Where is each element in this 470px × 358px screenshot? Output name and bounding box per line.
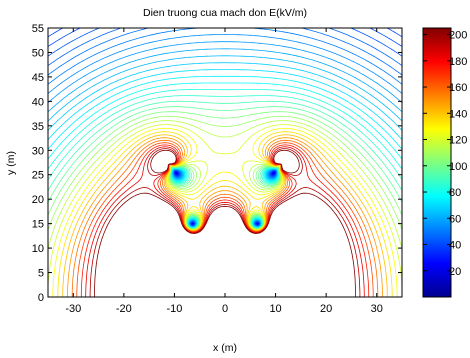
contour-lines xyxy=(48,28,402,297)
y-tick-label: 5 xyxy=(38,268,44,280)
colorbar-tick-label: 100 xyxy=(449,161,467,173)
x-axis-label: x (m) xyxy=(213,342,237,354)
x-tick-label: 10 xyxy=(269,303,281,315)
x-tick-label: -30 xyxy=(65,303,81,315)
contour-level xyxy=(94,149,356,297)
y-axis: 0 5 10 15 20 25 30 35 40 45 50 55 xyxy=(32,23,402,304)
y-axis-label: y (m) xyxy=(5,151,17,175)
colorbar-tick-label: 40 xyxy=(449,240,461,252)
plot-area xyxy=(48,28,402,297)
contour-level xyxy=(80,144,370,297)
chart-title: Dien truong cua mach don E(kV/m) xyxy=(143,7,307,19)
y-tick-label: 20 xyxy=(32,194,44,206)
colorbar-tick-label: 200 xyxy=(449,30,467,42)
x-axis: -30 -20 -10 0 10 20 30 xyxy=(65,28,383,315)
y-tick-label: 40 xyxy=(32,96,44,108)
x-tick-label: 0 xyxy=(222,303,228,315)
contour-level xyxy=(67,137,383,297)
y-tick-label: 30 xyxy=(32,145,44,157)
colorbar-tick-label: 180 xyxy=(449,56,467,68)
y-tick-label: 15 xyxy=(32,219,44,231)
y-tick-label: 25 xyxy=(32,170,44,182)
colorbar-tick-label: 20 xyxy=(449,266,461,278)
y-tick-label: 0 xyxy=(38,292,44,304)
x-tick-label: 30 xyxy=(371,303,383,315)
y-tick-label: 50 xyxy=(32,47,44,59)
contour-level xyxy=(85,146,365,297)
colorbar-tick-label: 80 xyxy=(449,187,461,199)
x-tick-label: 20 xyxy=(320,303,332,315)
contour-level xyxy=(71,139,379,297)
colorbar-ticks: 20 40 60 80 100 120 140 160 180 200 xyxy=(423,30,467,278)
colorbar-tick-label: 120 xyxy=(449,135,467,147)
colorbar-tick-label: 160 xyxy=(449,82,467,94)
y-tick-label: 35 xyxy=(32,121,44,133)
colorbar-tick-label: 140 xyxy=(449,108,467,120)
x-tick-label: -10 xyxy=(166,303,182,315)
y-tick-label: 55 xyxy=(32,23,44,35)
x-tick-label: -20 xyxy=(116,303,132,315)
y-tick-label: 45 xyxy=(32,72,44,84)
y-tick-label: 10 xyxy=(32,243,44,255)
contour-level xyxy=(76,142,374,297)
colorbar xyxy=(422,27,452,298)
colorbar-tick-label: 60 xyxy=(449,213,461,225)
